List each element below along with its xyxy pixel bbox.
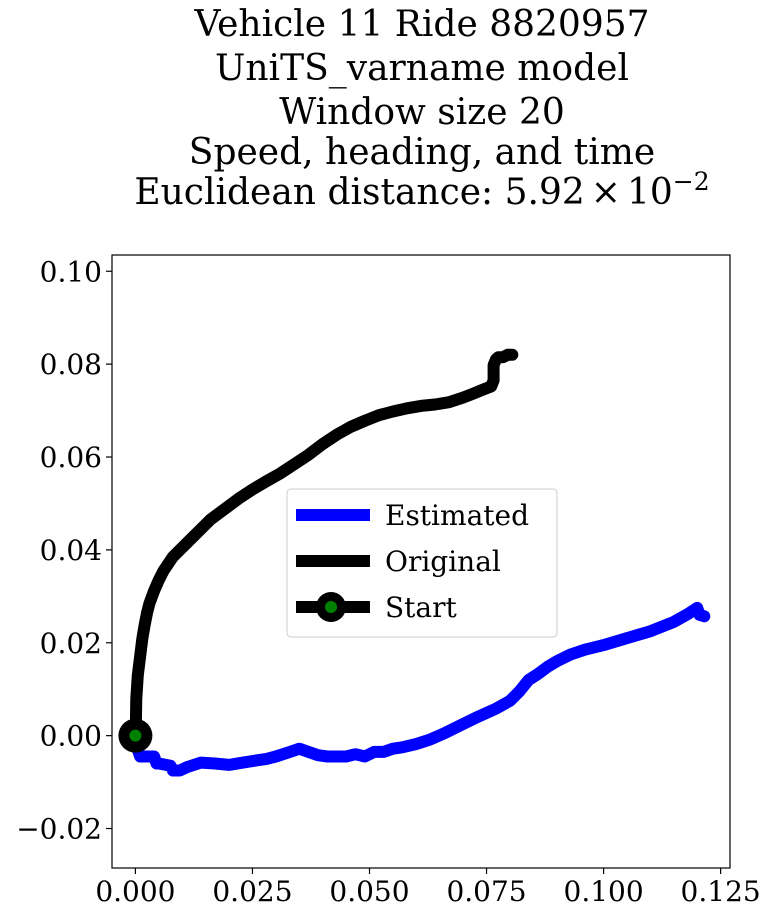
- title-metric-base: 10: [627, 172, 673, 213]
- title-line-2: UniTS_varname model: [215, 48, 629, 89]
- y-tick-label: 0.00: [40, 720, 102, 753]
- title-metric-line: Euclidean distance: 5.92 × 10−2: [134, 167, 709, 213]
- legend: Estimated Original Start: [286, 488, 558, 638]
- legend-label-original: Original: [385, 545, 501, 578]
- y-tick-label: 0.06: [40, 441, 102, 474]
- title-metric-exponent: −2: [673, 167, 710, 196]
- x-tick-label: 0.050: [329, 875, 409, 908]
- x-tick-label: 0.000: [95, 875, 175, 908]
- x-axis: 0.000 0.025 0.050 0.075 0.100 0.125: [95, 868, 761, 908]
- title-metric-times: ×: [591, 172, 621, 213]
- y-tick-label: 0.08: [40, 348, 102, 381]
- title-metric-prefix: Euclidean distance: 5.92: [134, 172, 584, 213]
- legend-label-start: Start: [385, 591, 458, 624]
- title-line-4: Speed, heading, and time: [189, 132, 655, 173]
- series-line-original: [129, 348, 519, 742]
- chart-title: Vehicle 11 Ride 8820957 UniTS_varname mo…: [134, 4, 709, 213]
- x-tick-label: 0.025: [212, 875, 292, 908]
- legend-box: [286, 488, 558, 638]
- y-axis: −0.02 0.00 0.02 0.04 0.06 0.08 0.10: [16, 255, 112, 846]
- series-line-estimated: [129, 601, 711, 777]
- title-line-1: Vehicle 11 Ride 8820957: [193, 4, 649, 45]
- legend-swatch-start-marker-center: [325, 601, 337, 613]
- x-tick-label: 0.100: [564, 875, 644, 908]
- x-tick-label: 0.075: [446, 875, 526, 908]
- title-line-3: Window size 20: [279, 92, 565, 133]
- y-tick-label: 0.10: [40, 255, 102, 288]
- y-tick-label: −0.02: [16, 813, 102, 846]
- start-marker-center: [129, 729, 142, 742]
- legend-label-estimated: Estimated: [385, 499, 529, 532]
- y-tick-label: 0.02: [40, 627, 102, 660]
- plot-area-frame: [111, 254, 731, 869]
- y-tick-label: 0.04: [40, 534, 102, 567]
- x-tick-label: 0.125: [681, 875, 761, 908]
